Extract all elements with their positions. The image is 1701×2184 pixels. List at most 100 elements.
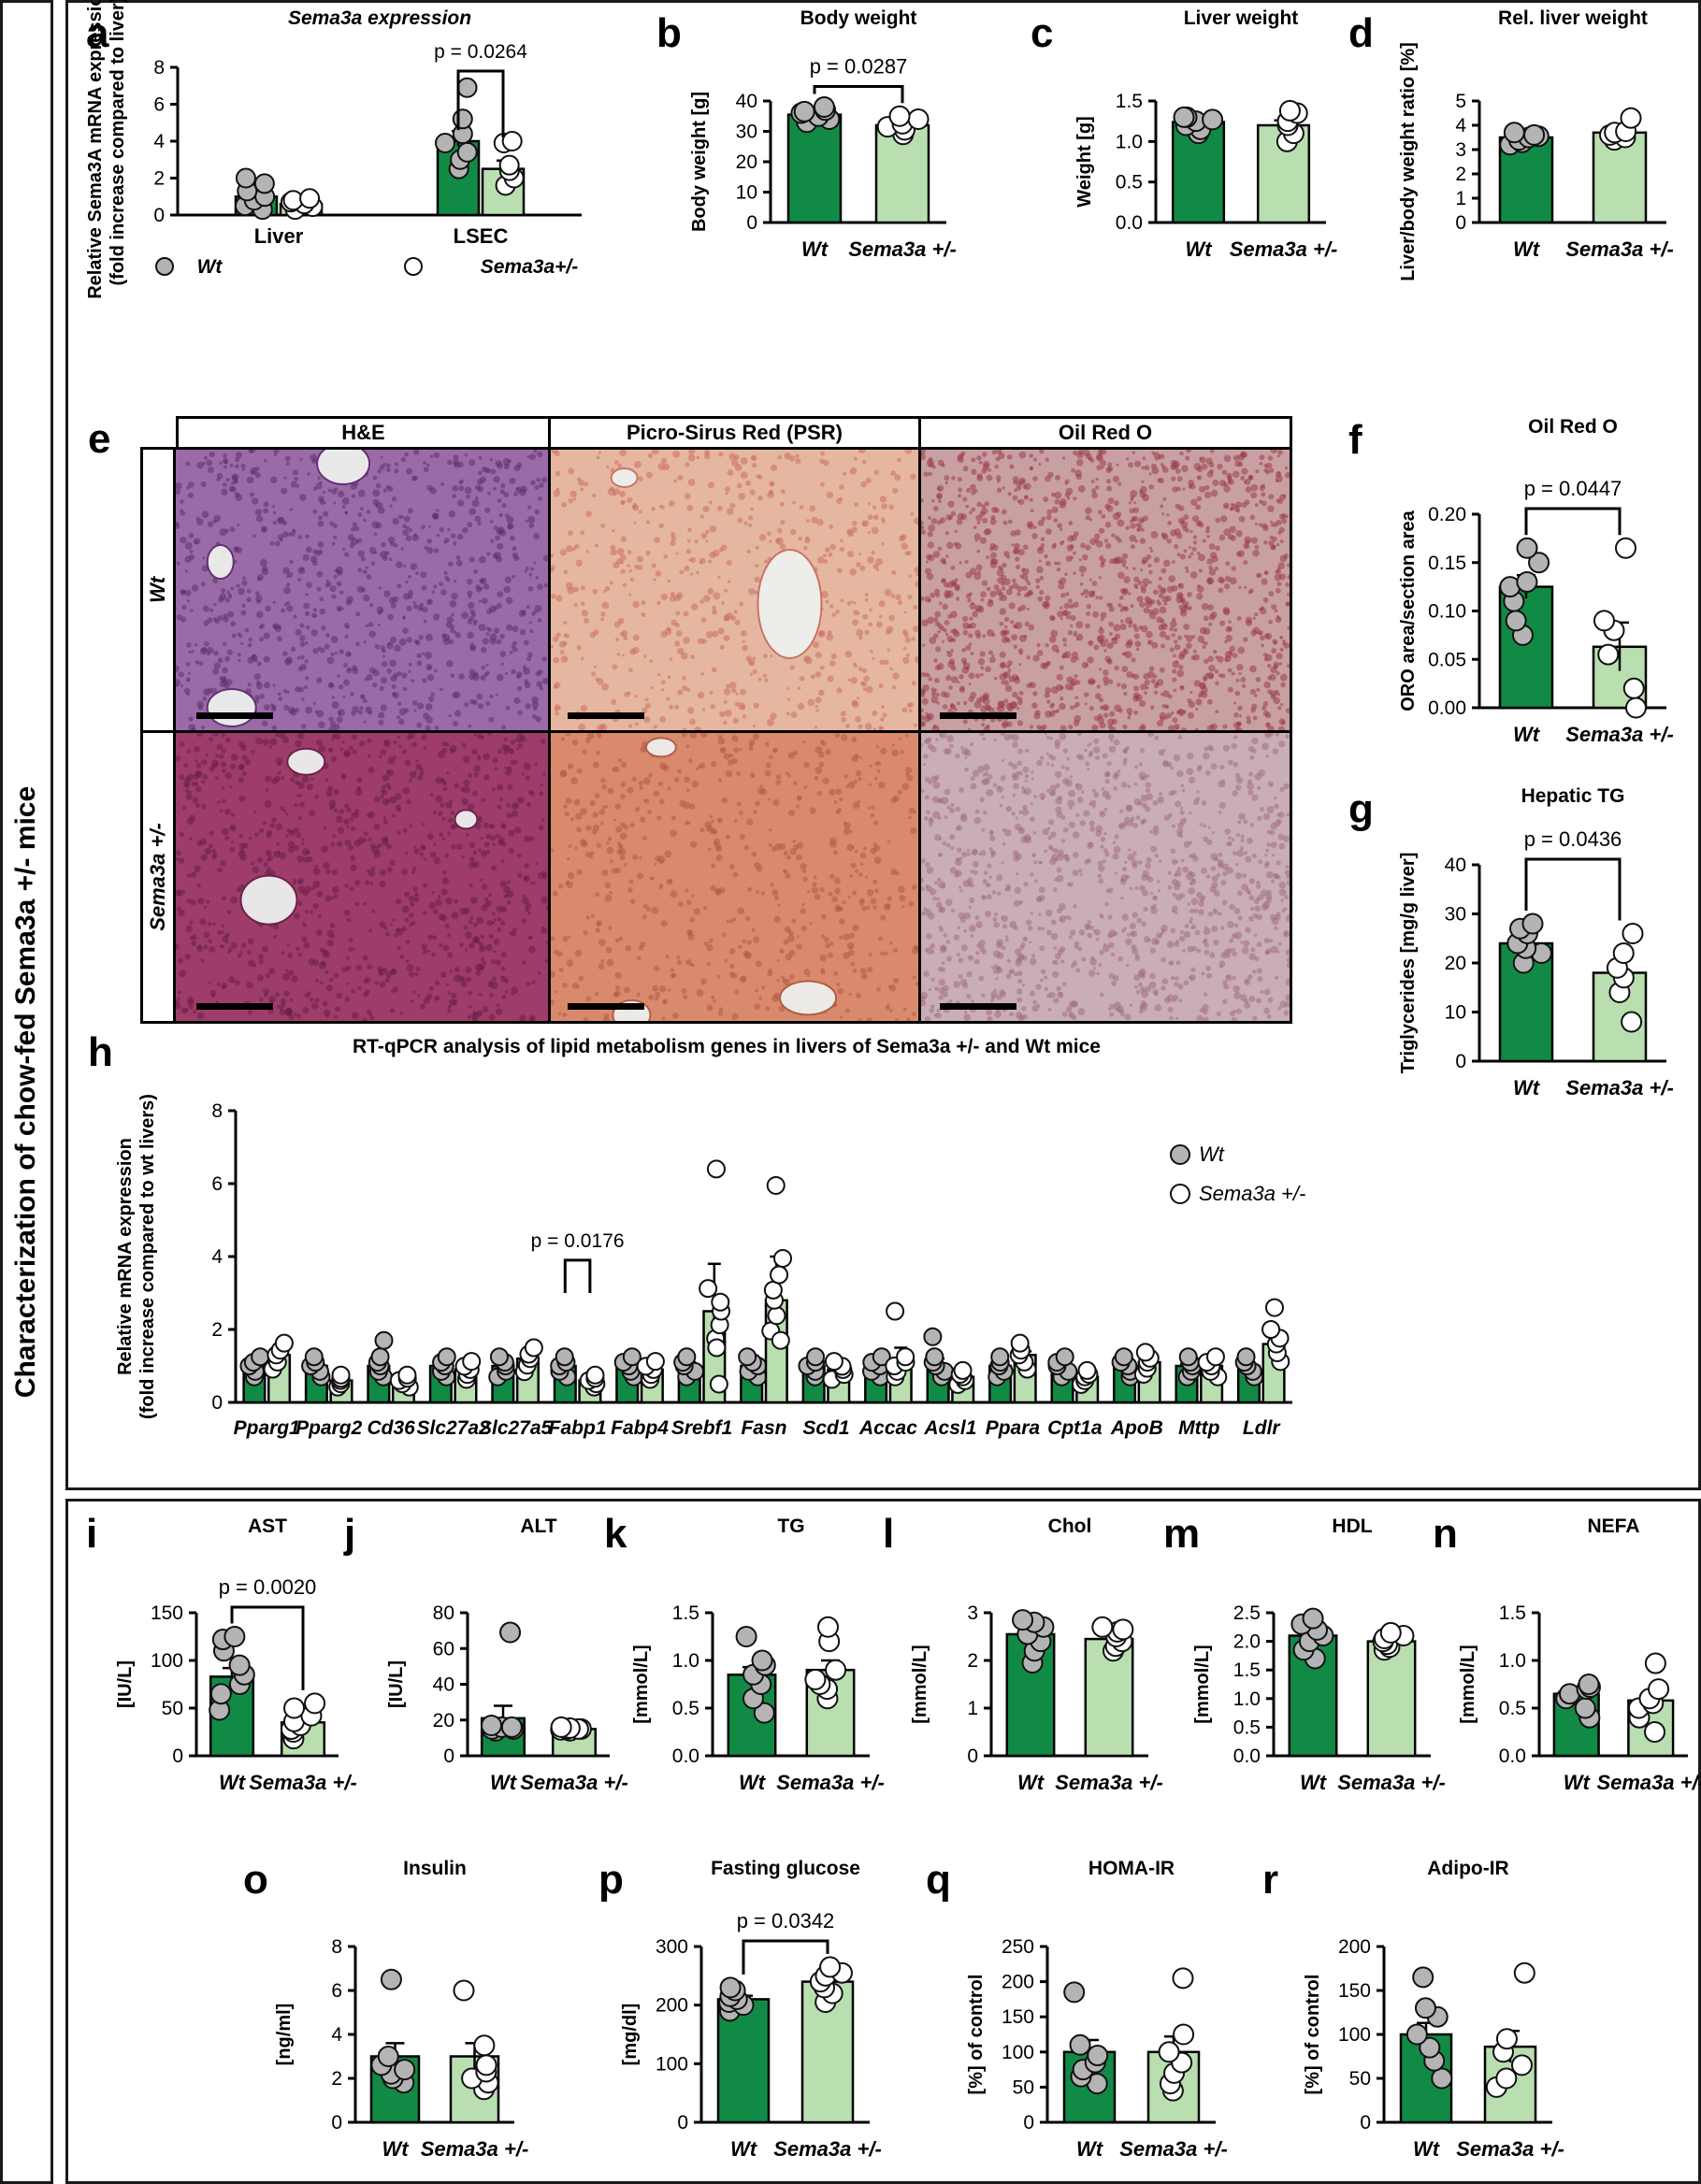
tissue-speck <box>1035 578 1041 583</box>
tissue-speck <box>289 998 294 1002</box>
tissue-speck <box>389 859 396 866</box>
y-tick-label: 80 <box>433 1602 454 1624</box>
tissue-speck <box>368 630 376 638</box>
tissue-speck <box>281 531 289 538</box>
tissue-speck <box>1161 512 1165 516</box>
tissue-speck <box>196 883 201 888</box>
tissue-speck <box>780 489 786 495</box>
tissue-speck <box>333 535 338 539</box>
tissue-speck <box>1060 606 1063 610</box>
tissue-speck <box>697 691 705 699</box>
tissue-speck <box>921 714 925 721</box>
tissue-speck <box>981 467 987 474</box>
tissue-speck <box>879 726 883 730</box>
tissue-speck <box>1283 553 1290 559</box>
tissue-speck <box>283 602 288 607</box>
y-tick-label: 1 <box>1455 188 1466 209</box>
tissue-speck <box>830 653 838 660</box>
tissue-speck <box>770 712 777 720</box>
tissue-speck <box>1142 578 1150 586</box>
tissue-speck <box>533 450 538 453</box>
tissue-speck <box>188 724 196 730</box>
tissue-speck <box>718 548 724 553</box>
tissue-speck <box>901 707 908 713</box>
tissue-speck <box>339 649 344 654</box>
tissue-speck <box>893 977 900 984</box>
tissue-speck <box>349 886 354 892</box>
tissue-speck <box>454 710 462 717</box>
tissue-speck <box>1021 479 1026 483</box>
tissue-speck <box>310 629 318 637</box>
tissue-speck <box>334 1014 338 1019</box>
tissue-speck <box>483 467 490 474</box>
tissue-speck <box>764 678 769 682</box>
tissue-speck <box>1168 575 1175 582</box>
tissue-speck <box>975 564 983 571</box>
tissue-speck <box>484 507 491 513</box>
data-point <box>304 1692 326 1715</box>
data-point <box>816 1616 839 1638</box>
tissue-speck <box>445 897 453 905</box>
tissue-speck <box>213 602 217 607</box>
tissue-speck <box>643 654 647 658</box>
tissue-speck <box>365 706 372 714</box>
tissue-speck <box>207 467 214 473</box>
tissue-speck <box>745 480 752 486</box>
data-point <box>1264 1298 1284 1317</box>
tissue-speck <box>497 783 504 791</box>
tissue-speck <box>1050 629 1059 638</box>
tissue-speck <box>708 500 713 505</box>
tissue-speck <box>393 672 399 678</box>
tissue-speck <box>573 602 578 608</box>
tissue-speck <box>696 570 699 575</box>
tissue-speck <box>670 531 676 538</box>
tissue-speck <box>312 902 319 910</box>
tissue-speck <box>477 521 482 526</box>
tissue-speck <box>378 711 385 719</box>
data-point <box>1205 1347 1225 1367</box>
tissue-speck <box>257 574 264 581</box>
data-point <box>209 1683 232 1705</box>
tissue-speck <box>219 676 223 681</box>
tissue-speck <box>202 774 209 780</box>
tissue-speck <box>1039 450 1045 454</box>
tissue-speck <box>1015 676 1019 681</box>
tissue-speck <box>395 898 402 905</box>
tissue-speck <box>849 467 858 475</box>
tissue-speck <box>1255 469 1260 474</box>
tissue-speck <box>312 880 321 888</box>
tissue-speck <box>294 476 299 481</box>
tissue-speck <box>539 686 543 691</box>
tissue-speck <box>468 941 475 949</box>
tissue-speck <box>1204 491 1212 499</box>
tissue-speck <box>528 621 532 625</box>
tissue-speck <box>927 541 934 549</box>
tissue-speck <box>723 699 728 704</box>
tissue-speck <box>499 489 505 495</box>
tissue-speck <box>299 641 306 647</box>
tissue-speck <box>1273 697 1280 705</box>
tissue-speck <box>339 809 345 814</box>
tissue-speck <box>427 524 431 528</box>
tissue-speck <box>413 709 417 712</box>
tissue-speck <box>512 640 517 646</box>
tissue-speck <box>1111 638 1118 645</box>
significance-bracket <box>230 1605 305 1690</box>
tissue-speck <box>299 457 303 461</box>
tissue-speck <box>1094 539 1099 543</box>
tissue-speck <box>1045 560 1051 567</box>
tissue-speck <box>1002 630 1005 635</box>
tissue-speck <box>387 536 396 544</box>
tissue-speck <box>1160 643 1166 649</box>
panel-letter-e: e <box>88 416 111 462</box>
tissue-speck <box>527 936 532 940</box>
micrograph-he-wt <box>173 447 551 733</box>
tissue-speck <box>178 909 185 917</box>
tissue-speck <box>449 748 455 754</box>
tissue-speck <box>620 499 627 506</box>
tissue-speck <box>280 1002 286 1008</box>
tissue-speck <box>1153 452 1160 459</box>
tissue-speck <box>238 777 245 783</box>
tissue-speck <box>323 826 327 830</box>
